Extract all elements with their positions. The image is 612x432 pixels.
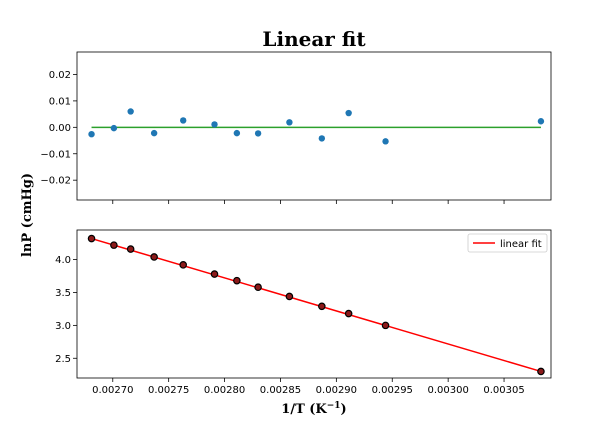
x-tick-label: 0.00305 [483,385,524,396]
residual-point [88,130,95,138]
y-tick-label: 0.00 [49,123,71,134]
residual-point [318,135,326,142]
y-tick-label: 3.5 [55,288,71,299]
legend-box [467,233,548,253]
residual-point [127,108,134,115]
x-tick-label: 0.00295 [372,385,413,396]
data-point [344,309,353,318]
residual-point [537,118,545,125]
legend-label: linear fit [500,239,542,250]
x-tick-label: 0.00285 [260,385,301,396]
residual-point [286,119,293,126]
fit-panel: 4.0 3.5 3.0 2.5 0.00270 0.00275 0.00280 0.00285… [55,229,552,396]
residual-axes-frame [76,51,552,201]
x-axis-label-main: 1/T (K [281,402,327,417]
data-point [87,234,96,243]
data-point [318,302,326,311]
residual-point [110,124,118,132]
x-tick-label: 0.00270 [92,385,133,396]
y-tick-label: 3.0 [55,321,71,332]
x-tick-label: 0.00275 [148,385,189,396]
data-point [381,321,390,330]
legend: linear fit [467,233,548,253]
data-point [254,283,262,292]
y-tick-label: 4.0 [55,255,71,266]
residual-point [233,129,241,137]
x-axis-label-close: ) [341,402,347,417]
y-tick-label: 0.02 [49,70,71,81]
fit-line [91,237,542,373]
data-point [537,367,545,376]
data-point [233,276,241,285]
residual-point [345,109,352,117]
y-tick-label: −0.01 [40,149,71,160]
data-point [150,253,158,261]
x-tick-label: 0.00290 [316,385,357,396]
residual-point [150,129,158,137]
x-axis-label-exponent: −1 [327,401,341,411]
y-tick-label: 2.5 [55,354,71,365]
x-axis-label: 1/T (K−1) [281,401,346,417]
residual-point [254,130,262,137]
residual-point [382,138,389,145]
y-axis-label: lnP (cmHg) [20,173,35,257]
y-tick-label: −0.02 [40,176,71,187]
y-tick-label: 0.01 [49,96,71,107]
residual-panel: 0.02 0.01 0.00 −0.01 −0.02 [40,51,552,204]
data-point [179,261,188,269]
data-point [285,292,294,301]
residual-point [180,117,187,124]
data-point [210,270,219,278]
residual-point [211,121,218,128]
x-tick-label: 0.00300 [427,385,468,396]
data-point [126,245,135,253]
x-tick-label: 0.00280 [204,385,245,396]
chart-title: Linear fit [262,27,366,51]
fit-axes-frame [76,229,552,379]
data-point [110,241,118,249]
